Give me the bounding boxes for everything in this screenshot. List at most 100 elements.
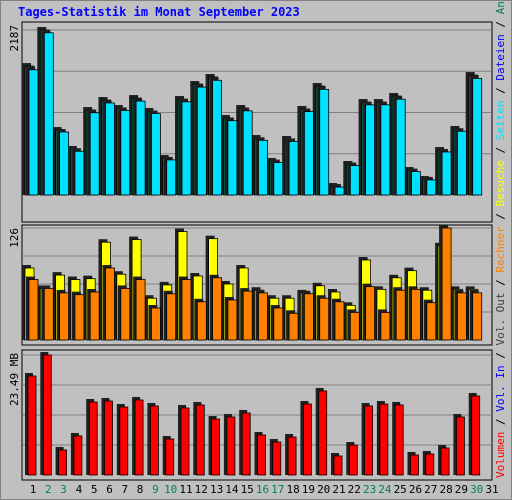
x-tick-label: 13 bbox=[210, 483, 223, 496]
bar bbox=[318, 390, 328, 476]
bar bbox=[119, 406, 129, 476]
bar bbox=[150, 307, 161, 341]
bar bbox=[471, 395, 481, 476]
x-tick-label: 15 bbox=[241, 483, 254, 496]
bar bbox=[89, 291, 100, 341]
x-tick-label: 12 bbox=[195, 483, 208, 496]
bar bbox=[333, 455, 343, 476]
bar bbox=[272, 441, 282, 476]
bar bbox=[180, 407, 190, 476]
bar bbox=[196, 86, 207, 196]
bar bbox=[43, 32, 54, 196]
x-tick-label: 8 bbox=[137, 483, 144, 496]
legend-separator: / bbox=[494, 140, 507, 160]
bar bbox=[59, 292, 69, 341]
x-tick-label: 31 bbox=[485, 483, 498, 496]
bar bbox=[273, 307, 284, 341]
bar bbox=[364, 405, 374, 476]
x-tick-label: 29 bbox=[455, 483, 468, 496]
bar bbox=[348, 444, 358, 476]
legend-entry: Rechner bbox=[494, 226, 507, 273]
legend: Volumen / Vol. In / Vol. Out / Rechner /… bbox=[494, 0, 507, 478]
x-tick-label: 22 bbox=[348, 483, 361, 496]
x-tick-label: 10 bbox=[164, 483, 177, 496]
legend-separator: / bbox=[494, 346, 507, 366]
x-tick-label: 1 bbox=[30, 483, 37, 496]
bar bbox=[441, 227, 452, 341]
chart-title: Tages-Statistik im Monat September 2023 bbox=[18, 5, 300, 19]
x-tick-label: 20 bbox=[317, 483, 330, 496]
bar bbox=[196, 301, 207, 341]
bar bbox=[166, 293, 177, 341]
bar bbox=[74, 294, 85, 341]
x-tick-label: 6 bbox=[106, 483, 113, 496]
bar bbox=[226, 416, 236, 476]
x-tick-label: 25 bbox=[394, 483, 407, 496]
bar bbox=[303, 293, 314, 341]
legend-entry: Volumen bbox=[494, 432, 507, 478]
bar bbox=[59, 131, 69, 196]
bar bbox=[88, 401, 98, 476]
legend-entry: Vol. Out bbox=[494, 293, 507, 346]
bar bbox=[195, 404, 205, 476]
bar bbox=[319, 297, 330, 341]
bar bbox=[257, 434, 266, 476]
bar bbox=[28, 69, 39, 196]
x-tick-label: 9 bbox=[152, 483, 159, 496]
bar bbox=[410, 454, 419, 476]
bar bbox=[334, 186, 345, 196]
bar bbox=[89, 112, 100, 196]
bar bbox=[149, 405, 159, 476]
bar bbox=[241, 412, 251, 476]
bar bbox=[380, 104, 391, 196]
bar bbox=[181, 101, 192, 196]
bar bbox=[212, 277, 223, 341]
x-tick-label: 23 bbox=[363, 483, 376, 496]
bar bbox=[287, 436, 297, 476]
bar bbox=[455, 416, 465, 476]
bar bbox=[319, 88, 330, 196]
bar bbox=[441, 151, 452, 196]
bar bbox=[58, 449, 67, 476]
bar bbox=[472, 292, 483, 341]
legend-entry: Dateien bbox=[494, 34, 507, 80]
bar bbox=[227, 120, 238, 196]
bar bbox=[440, 447, 450, 476]
bar bbox=[394, 404, 404, 476]
bar bbox=[211, 418, 221, 476]
bar bbox=[365, 104, 376, 196]
y-tick-label: 126 bbox=[8, 228, 21, 248]
bar bbox=[43, 288, 54, 341]
x-tick-label: 3 bbox=[60, 483, 67, 496]
x-tick-label: 26 bbox=[409, 483, 422, 496]
bar bbox=[379, 403, 389, 476]
legend-entry: Besuche bbox=[494, 160, 507, 206]
bar bbox=[288, 312, 299, 341]
x-tick-label: 19 bbox=[302, 483, 315, 496]
bar bbox=[73, 435, 83, 476]
bar bbox=[395, 98, 406, 196]
x-tick-label: 5 bbox=[91, 483, 98, 496]
bar bbox=[212, 79, 223, 196]
bar bbox=[150, 113, 161, 196]
bar bbox=[456, 292, 467, 341]
bar bbox=[135, 100, 146, 196]
bar bbox=[426, 302, 437, 341]
x-tick-label: 11 bbox=[179, 483, 192, 496]
bar bbox=[104, 400, 113, 476]
x-tick-label: 30 bbox=[470, 483, 483, 496]
bar bbox=[303, 111, 314, 196]
bar bbox=[425, 453, 435, 476]
bar bbox=[411, 171, 421, 196]
legend-separator: / bbox=[494, 273, 507, 293]
bar bbox=[105, 267, 115, 341]
x-tick-label: 21 bbox=[332, 483, 345, 496]
bar bbox=[120, 288, 131, 341]
legend-separator: / bbox=[494, 412, 507, 432]
bar bbox=[135, 279, 146, 341]
bar bbox=[242, 290, 253, 341]
bar bbox=[349, 165, 360, 196]
bar bbox=[258, 139, 268, 196]
x-tick-label: 16 bbox=[256, 483, 269, 496]
x-tick-label: 27 bbox=[424, 483, 437, 496]
